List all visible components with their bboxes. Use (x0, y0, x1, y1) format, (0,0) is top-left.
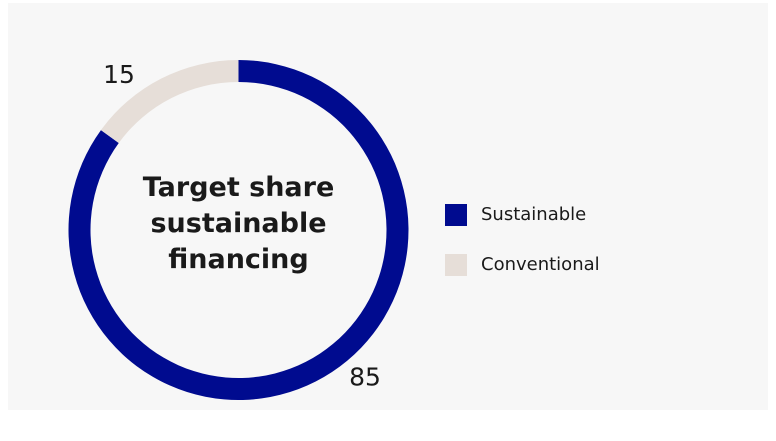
legend-swatch (445, 254, 467, 276)
chart-title: Target share sustainable financing (142, 172, 335, 275)
donut-slice (100, 60, 239, 144)
legend-swatch (445, 204, 467, 226)
legend-label: Sustainable (481, 204, 586, 225)
value-label: 15 (103, 60, 135, 89)
value-label: 85 (349, 362, 381, 391)
legend-label: Conventional (481, 254, 600, 275)
